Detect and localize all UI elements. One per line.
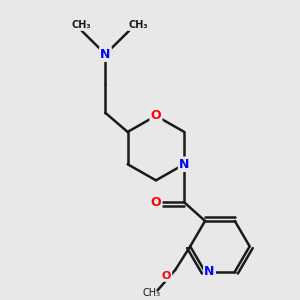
Text: O: O xyxy=(151,196,161,209)
Text: N: N xyxy=(100,48,111,61)
Text: O: O xyxy=(151,109,161,122)
Text: CH₃: CH₃ xyxy=(128,20,148,30)
Text: CH₃: CH₃ xyxy=(142,288,160,298)
Text: O: O xyxy=(162,271,171,281)
Text: N: N xyxy=(179,158,189,171)
Text: N: N xyxy=(204,265,215,278)
Text: CH₃: CH₃ xyxy=(72,20,92,30)
